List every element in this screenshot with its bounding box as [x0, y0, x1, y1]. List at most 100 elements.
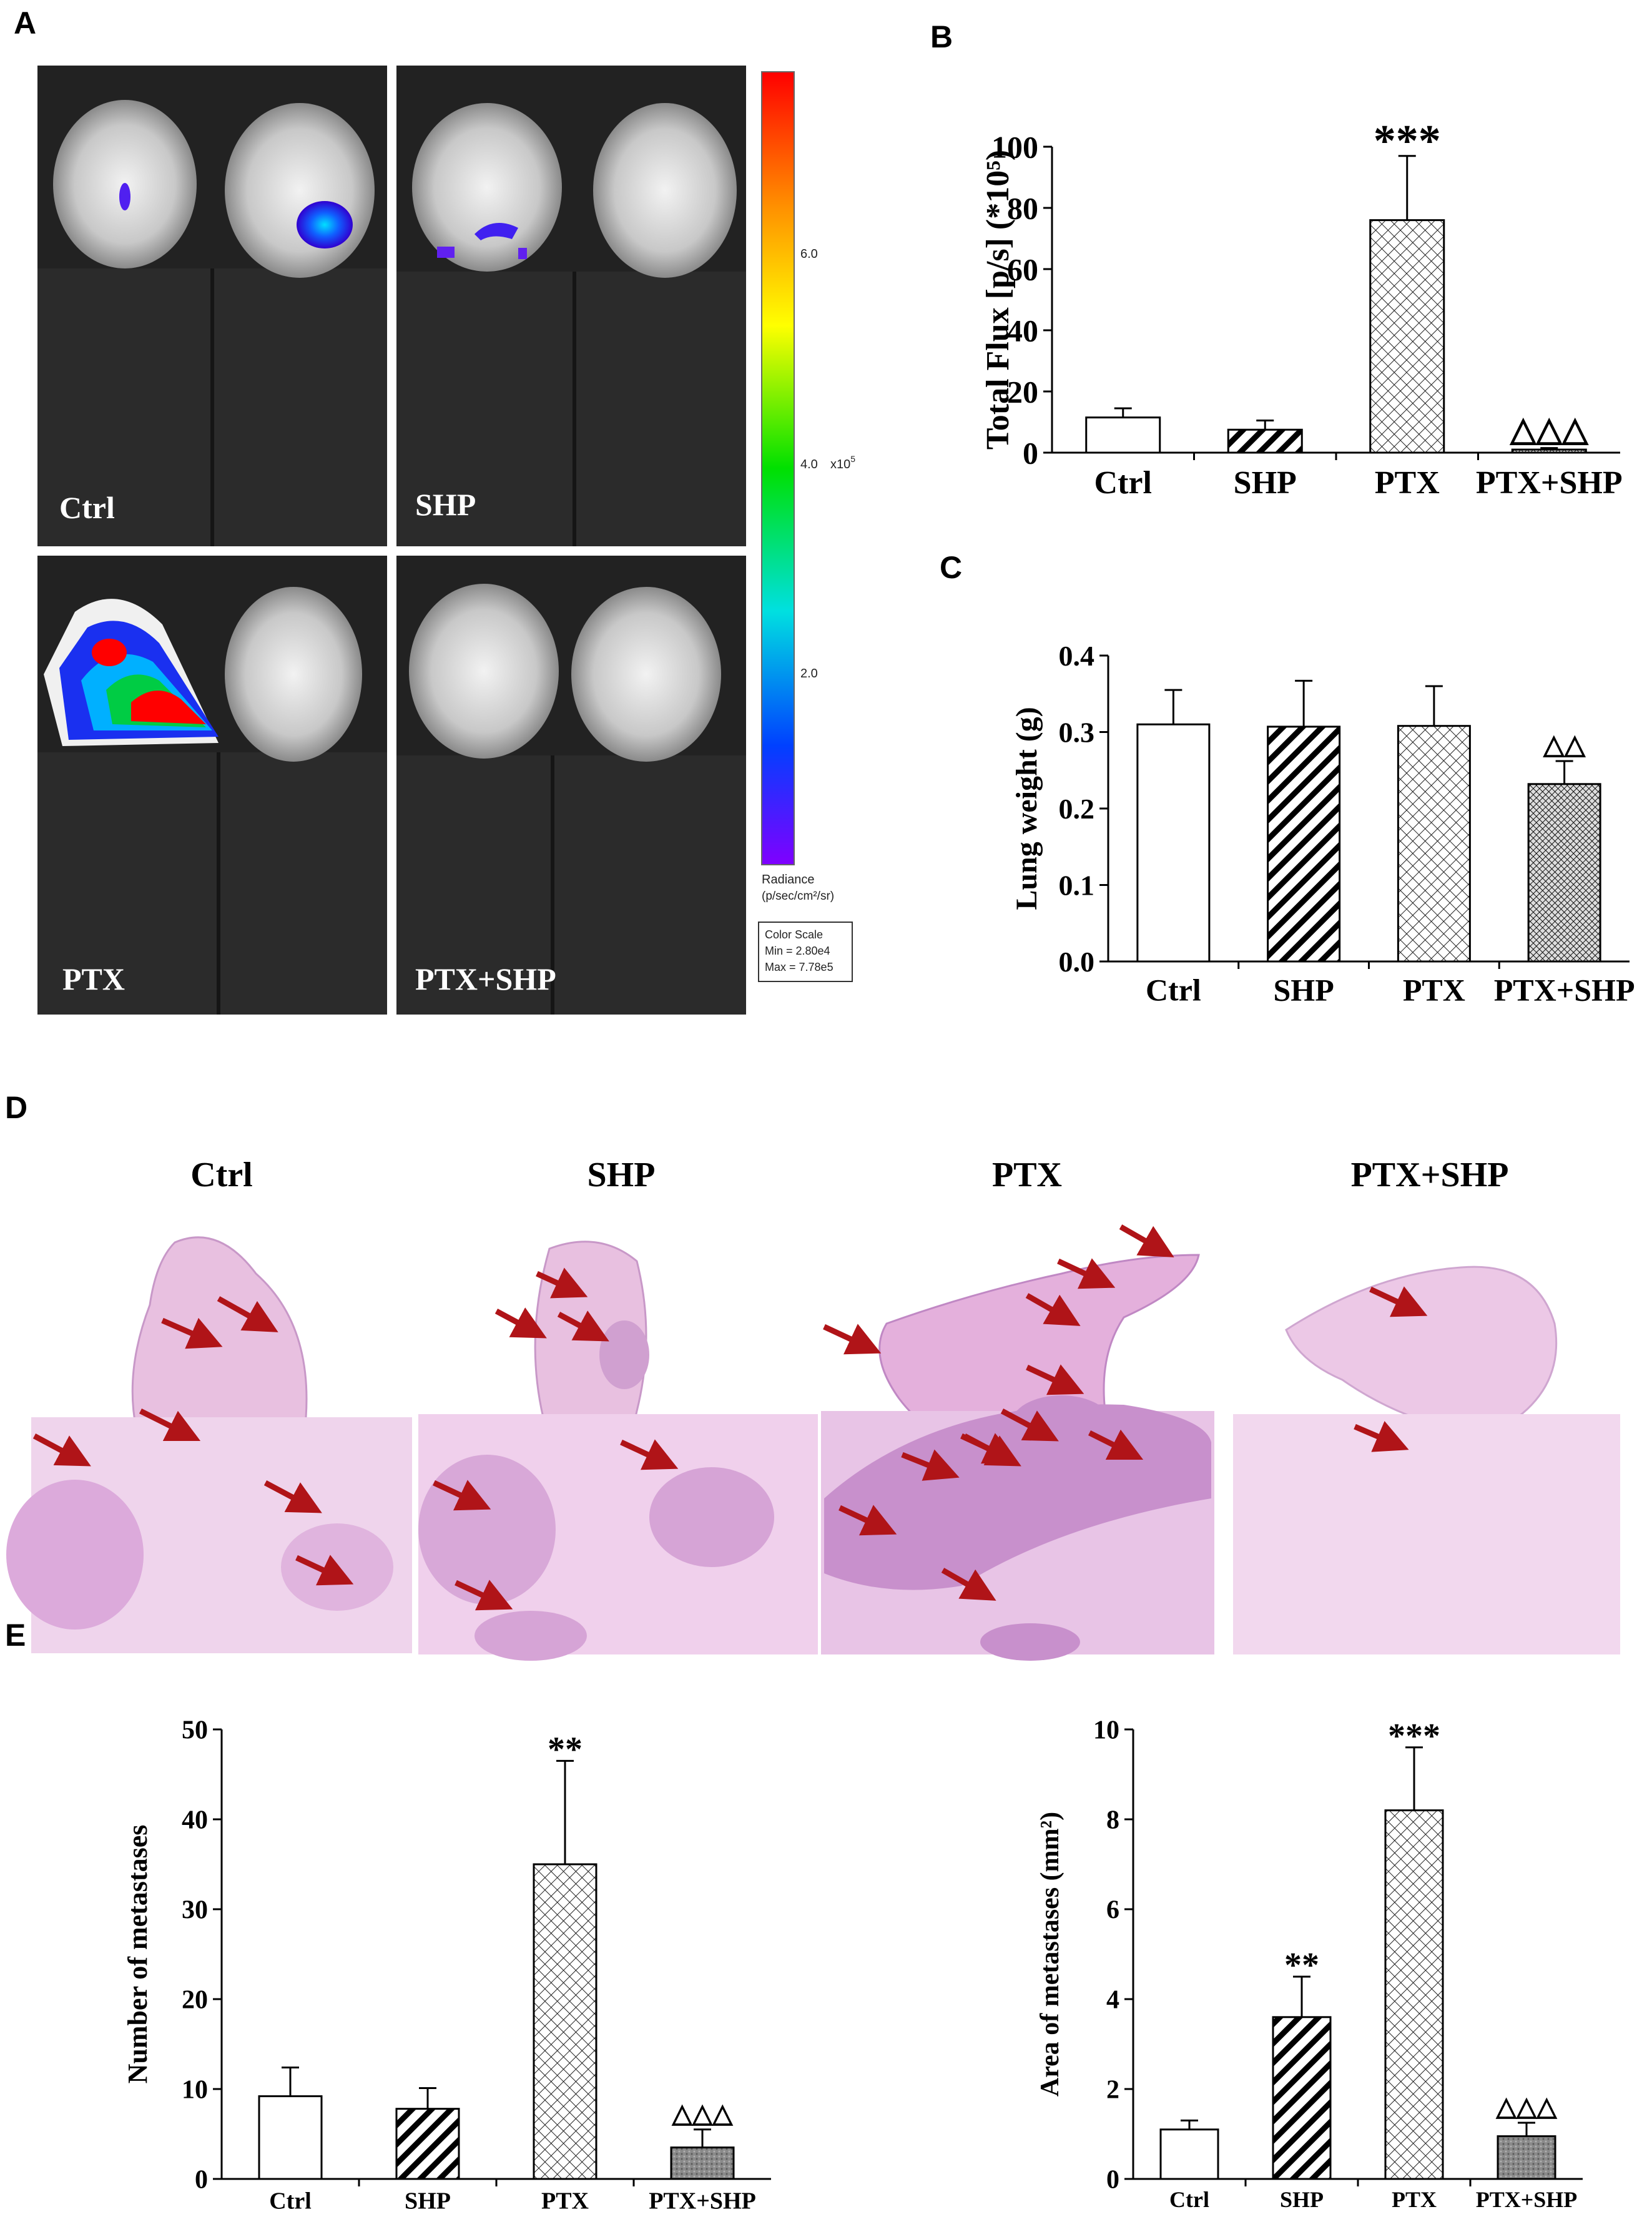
bar-ptx-shp	[1511, 448, 1587, 454]
y-tick-label: 0	[1023, 436, 1038, 471]
category-label: Ctrl	[1146, 973, 1201, 1008]
color-scale-min: Min = 2.80e4	[765, 945, 830, 957]
colorbar-tick-4: 4.0	[800, 458, 818, 471]
y-tick-label: 10	[182, 2076, 208, 2105]
histology-header-ptx-shp: PTX+SHP	[1351, 1156, 1509, 1194]
arrow	[557, 1310, 609, 1342]
colorbar-unit: x105	[830, 454, 855, 471]
chart-total-flux: 0 20 40 60 80 100 Ctrl SHP PTX *** PTX+SHP △△△ Total…	[980, 116, 1623, 501]
panel-label-b: B	[930, 19, 953, 54]
y-axis-label: Number of metastases	[122, 1825, 153, 2084]
y-tick-label: 0	[1106, 2166, 1119, 2195]
panel-label-e: E	[5, 1618, 26, 1653]
bar-shp	[395, 2108, 460, 2180]
y-tick-label: 30	[182, 1896, 208, 1925]
arrow	[1354, 1421, 1409, 1452]
significance-label: ***	[1374, 116, 1441, 166]
y-tick-label: 0.4	[1059, 640, 1095, 672]
color-scale-box	[758, 922, 853, 982]
category-label: PTX+SHP	[1494, 973, 1635, 1008]
arrow	[494, 1307, 547, 1339]
y-tick-label: 40	[182, 1806, 208, 1835]
category-label: PTX	[1403, 973, 1465, 1008]
radiance-unit: (p/sec/cm²/sr)	[762, 890, 834, 903]
significance-label: △△△	[1496, 2093, 1558, 2121]
y-tick-label: 20	[182, 1986, 208, 2015]
panel-label-a: A	[14, 6, 37, 41]
chart-number-metastases: 0 10 20 30 40 50 Ctrl SHP PTX ** PTX+SHP △△△ Number …	[122, 1716, 771, 2215]
y-axis-label: Lung weight (g)	[1010, 707, 1043, 910]
bar-ptx-shp	[670, 2146, 735, 2180]
category-label: PTX	[1375, 465, 1440, 501]
y-tick-label: 8	[1106, 1806, 1119, 1835]
arrow	[1119, 1224, 1174, 1257]
significance-label: △△△	[1509, 411, 1589, 448]
arrow	[1088, 1429, 1144, 1460]
radiance-label: Radiance	[762, 873, 815, 887]
y-tick-label: 50	[182, 1716, 208, 1745]
category-label: SHP	[405, 2188, 451, 2215]
bar-ptx	[533, 1863, 597, 2180]
arrow	[161, 1317, 223, 1349]
y-tick-label: 0.0	[1059, 946, 1095, 978]
bar-shp	[1267, 725, 1341, 963]
imaging-label-ptx-shp: PTX+SHP	[415, 961, 556, 996]
arrow	[823, 1324, 882, 1355]
arrow	[536, 1267, 588, 1299]
y-tick-label: 10	[1093, 1716, 1119, 1745]
bar-shp	[1227, 428, 1303, 454]
arrow	[960, 1433, 1019, 1464]
y-tick-label: 0.1	[1059, 870, 1095, 902]
category-label: SHP	[1280, 2187, 1324, 2212]
arrow	[1026, 1364, 1084, 1395]
panel-label-c: C	[940, 550, 963, 585]
arrow	[1057, 1258, 1116, 1289]
imaging-tile-ctrl	[37, 66, 387, 546]
category-label: PTX	[1392, 2187, 1437, 2212]
arrow	[455, 1580, 513, 1611]
bar-ctrl	[1136, 723, 1211, 963]
category-label: PTX+SHP	[1476, 2187, 1578, 2212]
arrow	[838, 1505, 897, 1536]
colorbar-tick-2: 2.0	[800, 667, 818, 681]
imaging-label-ctrl: Ctrl	[59, 490, 115, 525]
y-tick-label: 80	[1007, 191, 1038, 226]
metastasis-arrows	[32, 1224, 1428, 1611]
arrow	[217, 1296, 278, 1332]
category-label: Ctrl	[1094, 465, 1152, 501]
significance-label: △△△	[672, 2100, 734, 2128]
category-label: SHP	[1274, 973, 1334, 1008]
significance-label: ***	[1388, 1717, 1440, 1756]
y-tick-label: 0	[195, 2166, 208, 2195]
imaging-tile-shp	[396, 66, 746, 546]
bar-ptx	[1369, 219, 1445, 454]
arrow	[1000, 1409, 1059, 1442]
bar-ptx	[1384, 1809, 1444, 2180]
bar-ctrl	[1159, 2128, 1219, 2180]
bar-ctrl	[258, 2095, 323, 2180]
y-tick-label: 4	[1106, 1986, 1119, 2015]
y-tick-label: 60	[1007, 252, 1038, 287]
histology-figure: Ctrl SHP PTX PTX+SHP	[6, 1156, 1620, 1661]
y-axis-label: Area of metastases (mm²)	[1036, 1812, 1064, 2097]
bar-ptx-shp	[1527, 783, 1601, 963]
arrow	[32, 1433, 91, 1467]
histology-panel: Ctrl SHP PTX PTX+SHP	[0, 1149, 1652, 1761]
category-label: Ctrl	[1169, 2187, 1209, 2212]
significance-label: △△	[1543, 730, 1586, 760]
arrow	[901, 1449, 960, 1481]
histology-header-ctrl: Ctrl	[190, 1156, 253, 1194]
imaging-panel: Ctrl SHP PTX PTX+SHP 6.0 4.0 2.0 x105 Ra…	[37, 66, 862, 1015]
category-label: Ctrl	[269, 2188, 312, 2215]
y-tick-label: 100	[991, 130, 1038, 165]
chart-lung-weight: 0.0 0.1 0.2 0.3 0.4 Ctrl SHP PTX PTX+SHP △△ Lung w…	[1010, 640, 1635, 1008]
y-tick-label: 20	[1007, 375, 1038, 410]
y-axis-label: Total Flux [p/s] (*10⁵)	[980, 150, 1016, 450]
arrow	[620, 1439, 679, 1470]
imaging-label-ptx: PTX	[62, 961, 125, 996]
color-scale-title: Color Scale	[765, 928, 823, 941]
arrow	[139, 1408, 201, 1442]
arrow	[263, 1480, 322, 1513]
significance-label: **	[1284, 1946, 1319, 1985]
imaging-figure: Ctrl SHP PTX PTX+SHP 6.0 4.0 2.0 x105 Ra…	[37, 66, 855, 1015]
